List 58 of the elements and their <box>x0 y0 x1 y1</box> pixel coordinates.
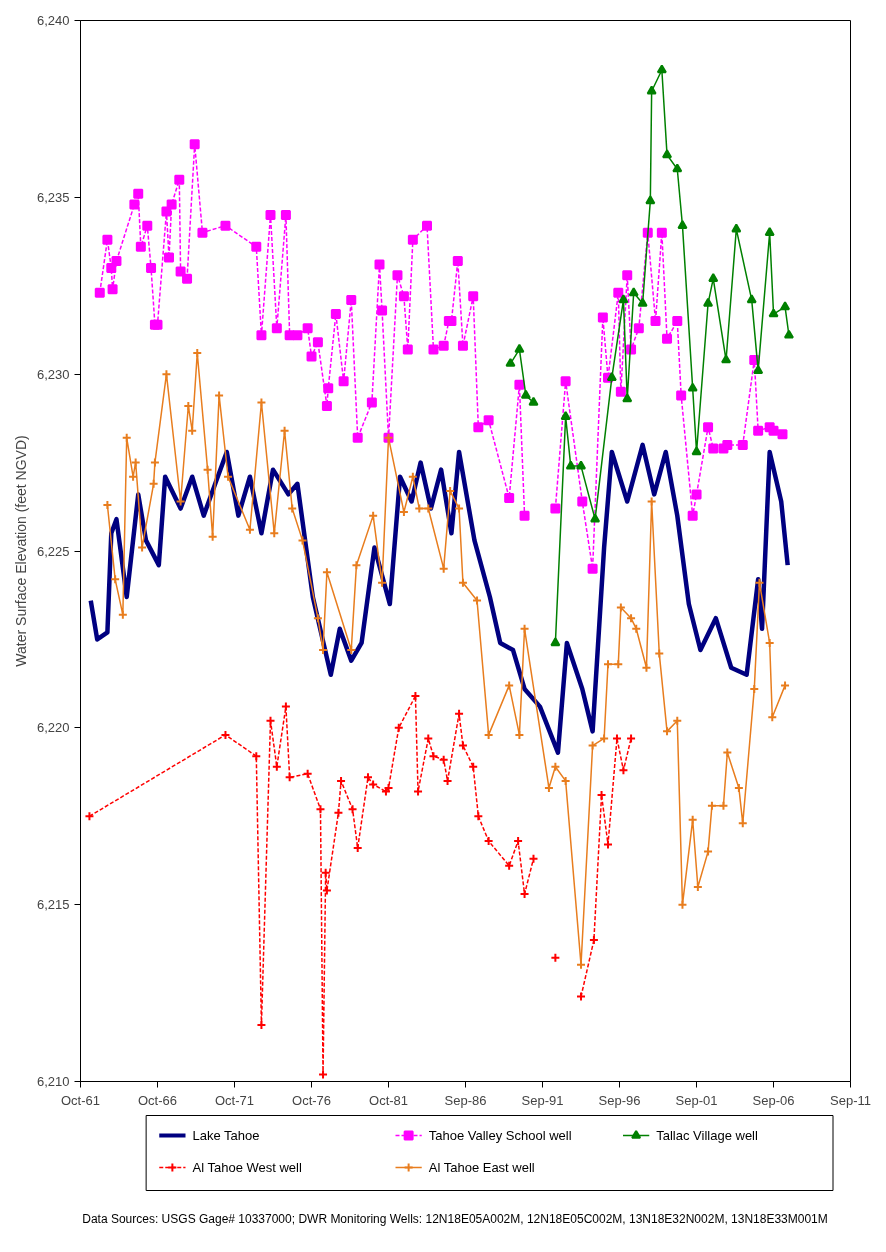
point <box>646 85 657 95</box>
legend-label: Tahoe Valley School well <box>428 1128 572 1143</box>
legend-label: Lake Tahoe <box>192 1128 260 1143</box>
x-tick-label: Oct-81 <box>369 1092 409 1108</box>
point <box>565 460 576 470</box>
point <box>731 223 742 233</box>
point <box>628 287 639 297</box>
y-tick-label: 6,240 <box>36 13 70 28</box>
x-tick-label: Oct-66 <box>137 1092 178 1108</box>
point <box>645 195 656 205</box>
x-tick-label: Oct-61 <box>60 1092 101 1108</box>
point <box>703 297 714 307</box>
x-tick-label: Oct-71 <box>214 1092 254 1108</box>
point <box>514 343 525 353</box>
point <box>622 393 633 403</box>
y-tick-label: 6,210 <box>36 1074 70 1089</box>
point <box>560 410 571 420</box>
legend-label: Tallac Village well <box>656 1128 759 1143</box>
point <box>576 460 587 470</box>
x-tick-label: Sep-01 <box>675 1092 718 1108</box>
point <box>672 163 683 173</box>
point <box>618 294 629 304</box>
point <box>691 446 702 456</box>
x-tick-label: Sep-06 <box>752 1092 795 1108</box>
legend-label: Al Tahoe West well <box>192 1160 302 1175</box>
point <box>520 389 531 399</box>
point <box>768 308 779 318</box>
y-axis-title: Water Surface Elevation (feet NGVD) <box>12 435 29 667</box>
point <box>505 357 516 367</box>
line-series <box>88 442 790 755</box>
point <box>753 365 764 374</box>
point <box>590 513 601 523</box>
x-tick-label: Oct-76 <box>292 1092 332 1108</box>
point <box>528 396 539 406</box>
point <box>677 220 688 229</box>
point <box>662 149 673 159</box>
y-tick-label: 6,235 <box>36 189 70 205</box>
x-tick-label: Sep-96 <box>598 1092 641 1108</box>
text: Data Sources: USGS Gage# 10337000; DWR Monitoring Wells: 12N18E05A002M, 12N18E05C002M, 13N18E32N002M, 13N18E33M001M <box>82 1211 828 1226</box>
point <box>606 372 617 382</box>
x-tick-label: Sep-11 <box>830 1092 871 1108</box>
y-tick-label: 6,230 <box>36 366 70 382</box>
point <box>780 301 791 311</box>
legend-label: Al Tahoe East well <box>428 1160 535 1175</box>
point <box>550 637 561 647</box>
y-tick-label: 6,220 <box>36 720 70 736</box>
point <box>783 329 794 339</box>
x-tick-label: Sep-86 <box>444 1092 487 1108</box>
point <box>656 64 667 74</box>
point <box>708 273 719 282</box>
point <box>764 227 775 237</box>
point <box>721 354 732 364</box>
y-tick-label: 6,225 <box>36 543 70 559</box>
y-tick-label: 6,215 <box>36 897 70 913</box>
x-tick-label: Sep-91 <box>521 1092 564 1108</box>
point <box>746 294 757 304</box>
point <box>637 297 648 307</box>
point <box>687 382 698 392</box>
